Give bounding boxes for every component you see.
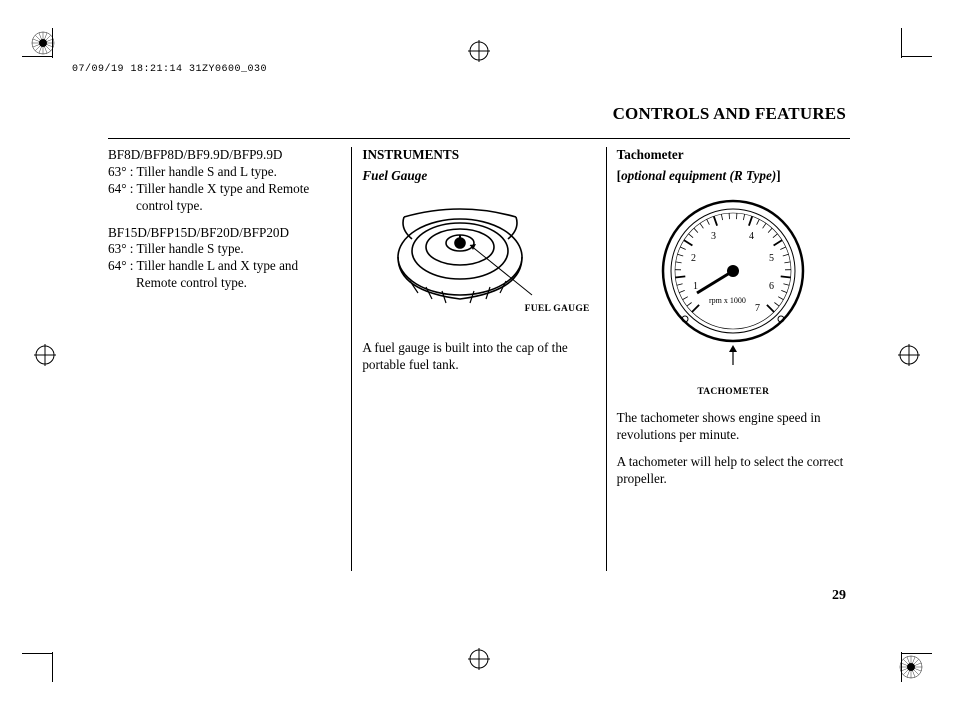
spec-block: BF15D/BFP15D/BF20D/BFP20D 63° : Tiller h… — [108, 225, 341, 293]
crop-mark — [902, 56, 932, 57]
tachometer-illustration-icon: 1 2 3 4 5 6 7 rpm x 1000 — [648, 193, 818, 373]
title-rule — [108, 138, 850, 139]
crop-mark — [52, 652, 53, 682]
tachometer-label: TACHOMETER — [617, 386, 850, 398]
fuel-gauge-body: A fuel gauge is built into the cap of th… — [362, 340, 595, 374]
spec-block: BF8D/BFP8D/BF9.9D/BFP9.9D 63° : Tiller h… — [108, 147, 341, 215]
column-3: Tachometer [optional equipment (R Type)]… — [607, 147, 850, 571]
columns: BF8D/BFP8D/BF9.9D/BFP9.9D 63° : Tiller h… — [108, 147, 850, 571]
heading-instruments: INSTRUMENTS — [362, 147, 595, 164]
page-number: 29 — [832, 588, 846, 604]
dial-num: 3 — [711, 231, 716, 242]
tachometer-figure: 1 2 3 4 5 6 7 rpm x 1000 — [617, 193, 850, 398]
model-line: BF15D/BFP15D/BF20D/BFP20D — [108, 225, 341, 242]
dial-num: 7 — [755, 303, 760, 314]
registration-mark-icon — [34, 344, 56, 366]
crop-mark — [901, 28, 902, 58]
spec-line: 63° : Tiller handle S type. — [108, 241, 341, 258]
spec-line: 63° : Tiller handle S and L type. — [108, 164, 341, 181]
dial-num: 4 — [749, 231, 754, 242]
tach-body-1: The tachometer shows engine speed in rev… — [617, 410, 850, 444]
column-1: BF8D/BFP8D/BF9.9D/BFP9.9D 63° : Tiller h… — [108, 147, 352, 571]
model-line: BF8D/BFP8D/BF9.9D/BFP9.9D — [108, 147, 341, 164]
registration-mark-icon — [898, 344, 920, 366]
bracket: ] — [776, 168, 780, 183]
dial-text: rpm x 1000 — [709, 296, 746, 305]
crop-mark — [22, 653, 52, 654]
timestamp-text: 07/09/19 18:21:14 31ZY0600_030 — [72, 64, 267, 75]
dial-num: 2 — [691, 253, 696, 264]
dial-num: 5 — [769, 253, 774, 264]
tach-body-2: A tachometer will help to select the cor… — [617, 454, 850, 488]
spec-line: 64° : Tiller handle L and X type and Rem… — [108, 258, 341, 292]
page-content: CONTROLS AND FEATURES BF8D/BFP8D/BF9.9D/… — [108, 104, 850, 604]
heading-tachometer: Tachometer — [617, 147, 850, 164]
subheading-tachometer: [optional equipment (R Type)] — [617, 168, 850, 185]
spec-line: 64° : Tiller handle X type and Remote co… — [108, 181, 341, 215]
optional-equipment-text: optional equipment (R Type) — [621, 168, 776, 183]
section-title: CONTROLS AND FEATURES — [108, 104, 850, 124]
crop-mark — [22, 56, 52, 57]
column-2: INSTRUMENTS Fuel Gauge — [352, 147, 606, 571]
corner-target-icon — [898, 654, 924, 680]
registration-mark-icon — [468, 40, 490, 62]
corner-target-icon — [30, 30, 56, 56]
fuel-gauge-figure: FUEL GAUGE — [362, 195, 595, 328]
dial-num: 1 — [693, 281, 698, 292]
subheading-fuel-gauge: Fuel Gauge — [362, 168, 595, 185]
fuel-gauge-label: FUEL GAUGE — [525, 303, 590, 315]
dial-num: 6 — [769, 281, 774, 292]
registration-mark-icon — [468, 648, 490, 670]
